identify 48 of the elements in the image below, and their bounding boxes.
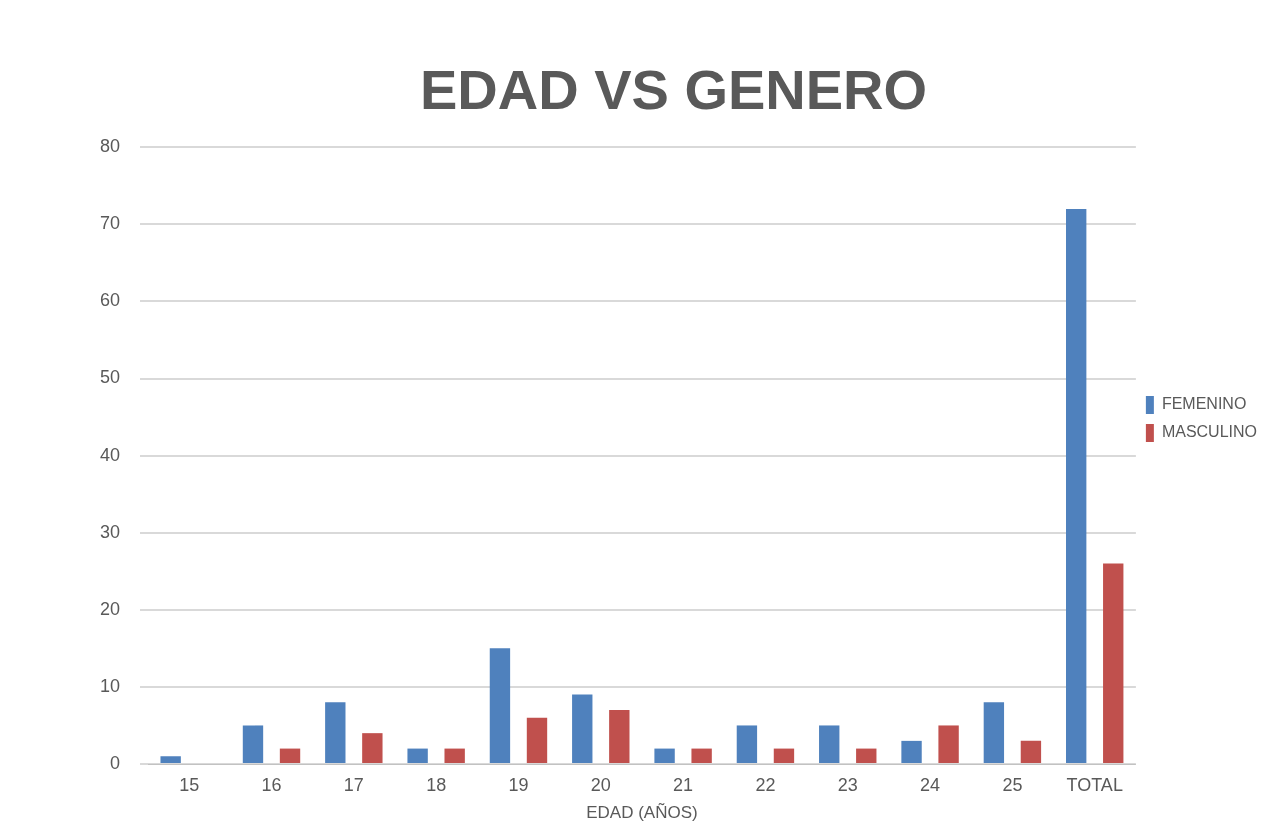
- bar: [819, 725, 840, 763]
- y-tick-label: 10: [99, 675, 121, 696]
- chart-title: EDAD VS GENERO: [419, 58, 928, 122]
- bar: [489, 648, 511, 763]
- x-axis-title: EDAD (AÑOS): [586, 803, 698, 823]
- x-tick-label: 21: [673, 774, 694, 795]
- x-tick-label: 25: [1002, 774, 1023, 795]
- bar: [983, 702, 1005, 763]
- x-tick-label: 19: [508, 774, 529, 795]
- y-tick-label: 60: [99, 290, 121, 311]
- bar: [407, 748, 428, 763]
- x-tick-label: TOTAL: [1066, 774, 1123, 795]
- y-tick-label: 20: [99, 598, 121, 619]
- bar: [444, 748, 465, 763]
- bar: [901, 740, 922, 763]
- bar: [1103, 563, 1124, 763]
- y-tick-label: 30: [99, 521, 121, 542]
- bar: [856, 748, 877, 763]
- x-tick-label: 17: [343, 774, 364, 795]
- bar: [572, 694, 593, 763]
- bar: [279, 748, 301, 763]
- bar: [160, 756, 181, 763]
- bar: [938, 725, 959, 763]
- y-tick-label: 50: [99, 367, 121, 388]
- bar: [773, 748, 795, 763]
- bar: [654, 748, 675, 763]
- y-tick-label: 80: [99, 136, 121, 157]
- bar: [325, 702, 346, 763]
- x-tick-label: 22: [755, 774, 776, 795]
- x-tick-label: 23: [837, 774, 858, 795]
- bar: [609, 710, 630, 763]
- bar: [1020, 740, 1042, 763]
- bar: [691, 748, 712, 763]
- bar: [242, 725, 264, 763]
- bar: [362, 733, 383, 763]
- y-tick-label: 0: [110, 752, 121, 773]
- bar: [526, 717, 548, 763]
- y-tick-label: 70: [99, 213, 121, 234]
- y-tick-label: 40: [99, 444, 121, 465]
- bar: [736, 725, 758, 763]
- x-tick-label: 16: [261, 774, 282, 795]
- x-tick-label: 15: [179, 774, 200, 795]
- x-tick-label: 20: [590, 774, 611, 795]
- legend-label: MASCULINO: [1161, 423, 1257, 441]
- x-tick-label: 18: [426, 774, 447, 795]
- x-tick-label: 24: [920, 774, 941, 795]
- bar: [1066, 208, 1087, 763]
- legend-label: FEMENINO: [1161, 395, 1247, 413]
